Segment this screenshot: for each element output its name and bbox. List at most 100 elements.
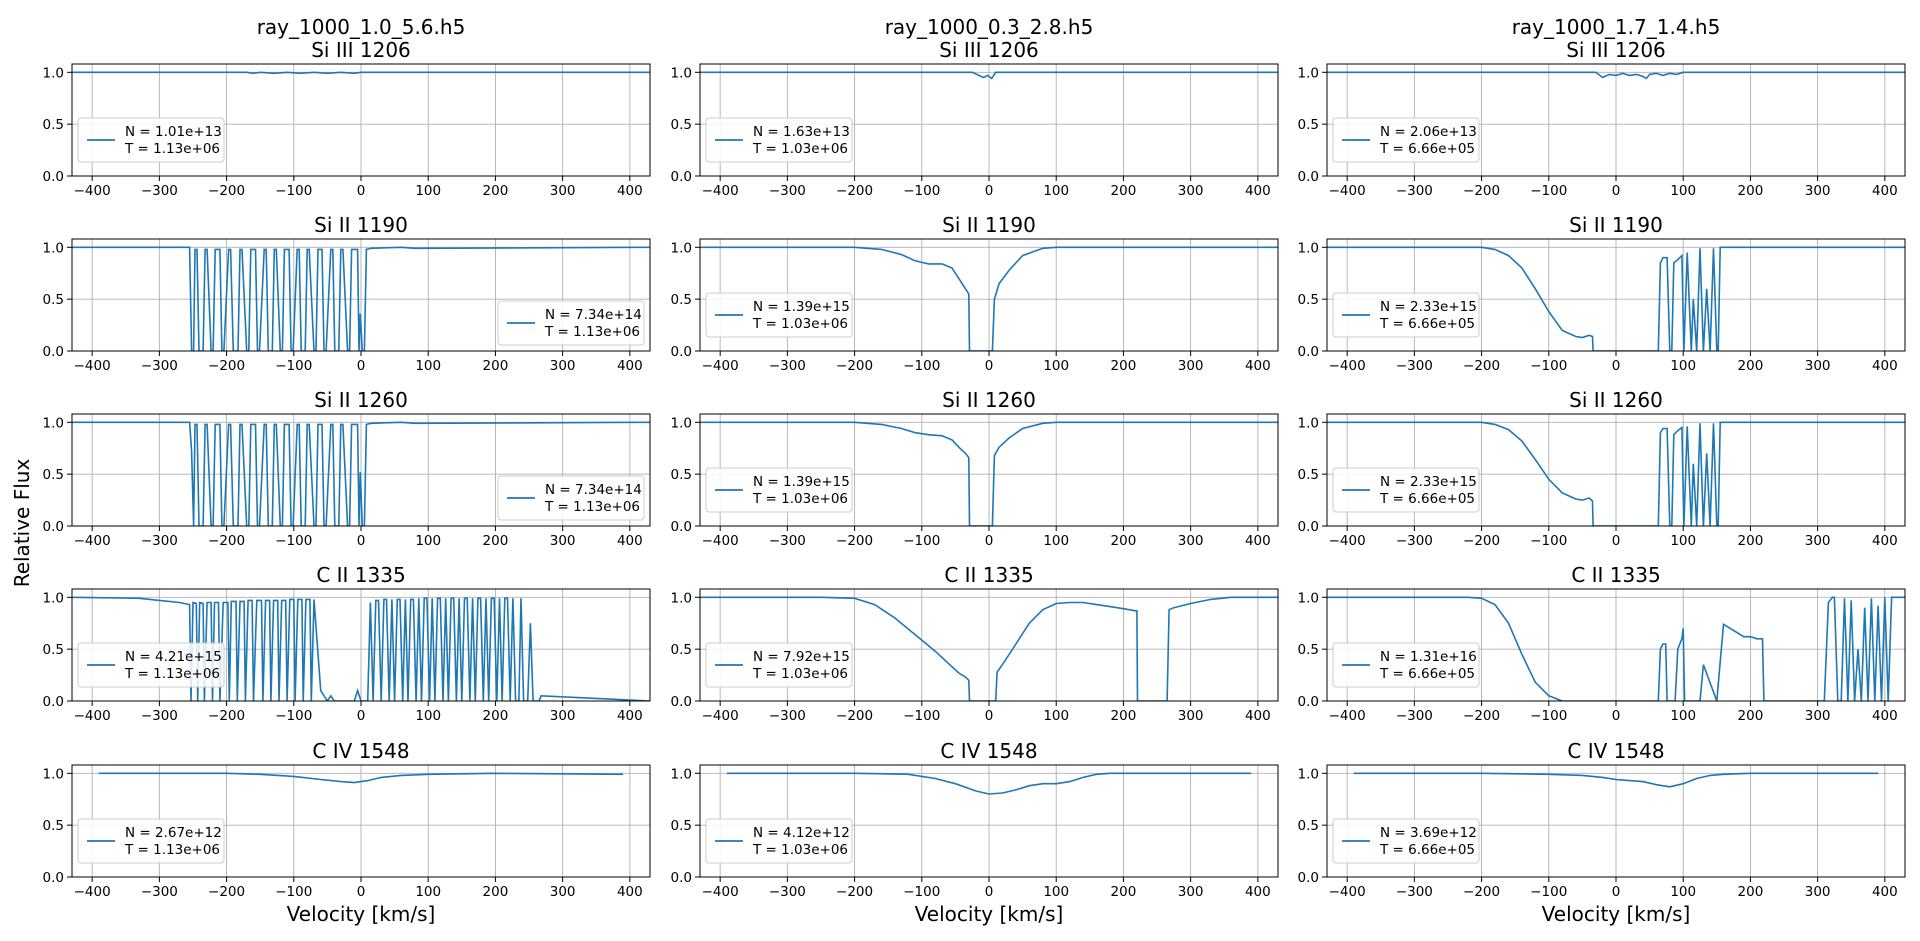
ytick-label: 0.0 — [43, 344, 64, 360]
xtick-label: −200 — [836, 183, 873, 199]
xtick-label: 100 — [1043, 708, 1069, 724]
xtick-label: −200 — [1463, 183, 1500, 199]
xtick-label: −100 — [275, 884, 312, 900]
ytick-label: 1.0 — [1298, 65, 1319, 81]
series-line — [1327, 596, 1905, 701]
xtick-label: 400 — [617, 533, 643, 549]
xtick-label: 200 — [1738, 884, 1764, 900]
ytick-label: 0.5 — [43, 117, 64, 133]
ytick-label: 0.5 — [671, 818, 692, 834]
ytick-label: 0.0 — [1298, 870, 1319, 886]
xtick-label: 200 — [483, 884, 509, 900]
legend-text: N = 2.33e+15 — [1380, 299, 1477, 315]
panel-r3-c1: C II 1335 −400 −300 −200 −100 0 100 200 300 400 0.… — [671, 563, 1279, 724]
xtick-label: 200 — [1111, 884, 1137, 900]
panel-title: Si II 1190 — [942, 213, 1036, 237]
xtick-label: 400 — [1872, 183, 1898, 199]
panel-title: Si III 1206 — [1566, 38, 1666, 62]
ytick-label: 1.0 — [43, 766, 64, 782]
xtick-label: −400 — [1329, 183, 1366, 199]
panel-r3-c0: C II 1335 −400 −300 −200 −100 0 100 200 300 400 0.… — [43, 563, 651, 724]
panel-title: C IV 1548 — [312, 739, 409, 763]
xtick-label: 400 — [617, 884, 643, 900]
xtick-label: 400 — [1245, 708, 1271, 724]
xtick-label: −400 — [1329, 533, 1366, 549]
ytick-label: 1.0 — [1298, 240, 1319, 256]
xtick-label: 0 — [1612, 533, 1621, 549]
xtick-label: −100 — [275, 708, 312, 724]
series-line — [700, 596, 1278, 701]
xtick-label: 0 — [985, 183, 994, 199]
panel-r3-c2: C II 1335 −400 −300 −200 −100 0 100 200 300 400 0.… — [1298, 563, 1906, 724]
xtick-label: 300 — [1805, 884, 1831, 900]
xtick-label: 100 — [1670, 884, 1696, 900]
ytick-label: 0.0 — [43, 870, 64, 886]
xtick-label: 0 — [1612, 708, 1621, 724]
file-title: ray_1000_1.7_1.4.h5 — [1512, 15, 1721, 39]
xtick-label: 300 — [1805, 358, 1831, 374]
series-line — [1327, 421, 1905, 526]
xtick-label: 400 — [1245, 884, 1271, 900]
xtick-label: −400 — [702, 533, 739, 549]
xtick-label: 200 — [1111, 358, 1137, 374]
xtick-label: 100 — [415, 533, 441, 549]
legend-box — [77, 642, 225, 688]
xtick-label: −200 — [836, 708, 873, 724]
panel-r1-c2: Si II 1190 −400 −300 −200 −100 0 100 200 300 400 0… — [1298, 213, 1906, 374]
ytick-label: 0.0 — [671, 694, 692, 710]
legend-box — [705, 818, 853, 864]
xtick-label: −300 — [769, 358, 806, 374]
xtick-label: −100 — [1530, 884, 1567, 900]
ytick-label: 1.0 — [43, 590, 64, 606]
legend-box — [705, 642, 853, 688]
legend: N = 1.31e+16T = 6.66e+05 — [1332, 642, 1480, 688]
xtick-label: 200 — [1111, 183, 1137, 199]
xtick-label: −200 — [836, 533, 873, 549]
ytick-label: 1.0 — [1298, 590, 1319, 606]
panel-title: C II 1335 — [316, 563, 405, 587]
xtick-label: 300 — [1805, 183, 1831, 199]
ytick-label: 0.5 — [43, 467, 64, 483]
xtick-label: −100 — [275, 358, 312, 374]
legend-text: N = 1.31e+16 — [1380, 649, 1477, 665]
legend: N = 4.21e+15T = 1.13e+06 — [77, 642, 225, 688]
xtick-label: 0 — [1612, 183, 1621, 199]
ytick-label: 1.0 — [671, 240, 692, 256]
legend-text: T = 6.66e+05 — [1379, 666, 1475, 682]
xtick-label: 200 — [1111, 708, 1137, 724]
legend: N = 1.39e+15T = 1.03e+06 — [705, 467, 853, 513]
xtick-label: −200 — [836, 884, 873, 900]
xtick-label: −200 — [836, 358, 873, 374]
xtick-label: 200 — [1738, 183, 1764, 199]
ytick-label: 1.0 — [671, 766, 692, 782]
ytick-label: 0.5 — [43, 292, 64, 308]
xtick-label: −100 — [903, 884, 940, 900]
legend-text: T = 1.03e+06 — [752, 141, 848, 157]
xtick-label: −200 — [208, 358, 245, 374]
ytick-label: 0.0 — [671, 169, 692, 185]
legend: N = 7.34e+14T = 1.13e+06 — [497, 475, 645, 521]
xtick-label: −300 — [141, 708, 178, 724]
xtick-label: 400 — [1245, 358, 1271, 374]
panel-r1-c1: Si II 1190 −400 −300 −200 −100 0 100 200 300 400 0… — [671, 213, 1279, 374]
legend-text: N = 1.01e+13 — [125, 124, 222, 140]
xtick-label: −300 — [769, 708, 806, 724]
legend: N = 7.92e+15T = 1.03e+06 — [705, 642, 853, 688]
ytick-label: 0.5 — [671, 117, 692, 133]
xtick-label: −300 — [769, 533, 806, 549]
series-line — [72, 71, 650, 75]
legend: N = 7.34e+14T = 1.13e+06 — [497, 300, 645, 346]
series-line — [1327, 71, 1905, 80]
xtick-label: −300 — [141, 533, 178, 549]
panel-r4-c2: C IV 1548 −400 −300 −200 −100 0 100 200 300 400 0.… — [1298, 739, 1906, 926]
xtick-label: 200 — [483, 708, 509, 724]
xtick-label: −300 — [1396, 708, 1433, 724]
xtick-label: −200 — [208, 183, 245, 199]
xtick-label: −200 — [208, 708, 245, 724]
series-line — [72, 246, 650, 351]
xtick-label: −100 — [1530, 183, 1567, 199]
xtick-label: −100 — [903, 533, 940, 549]
legend-text: T = 6.66e+05 — [1379, 316, 1475, 332]
xtick-label: −200 — [1463, 708, 1500, 724]
